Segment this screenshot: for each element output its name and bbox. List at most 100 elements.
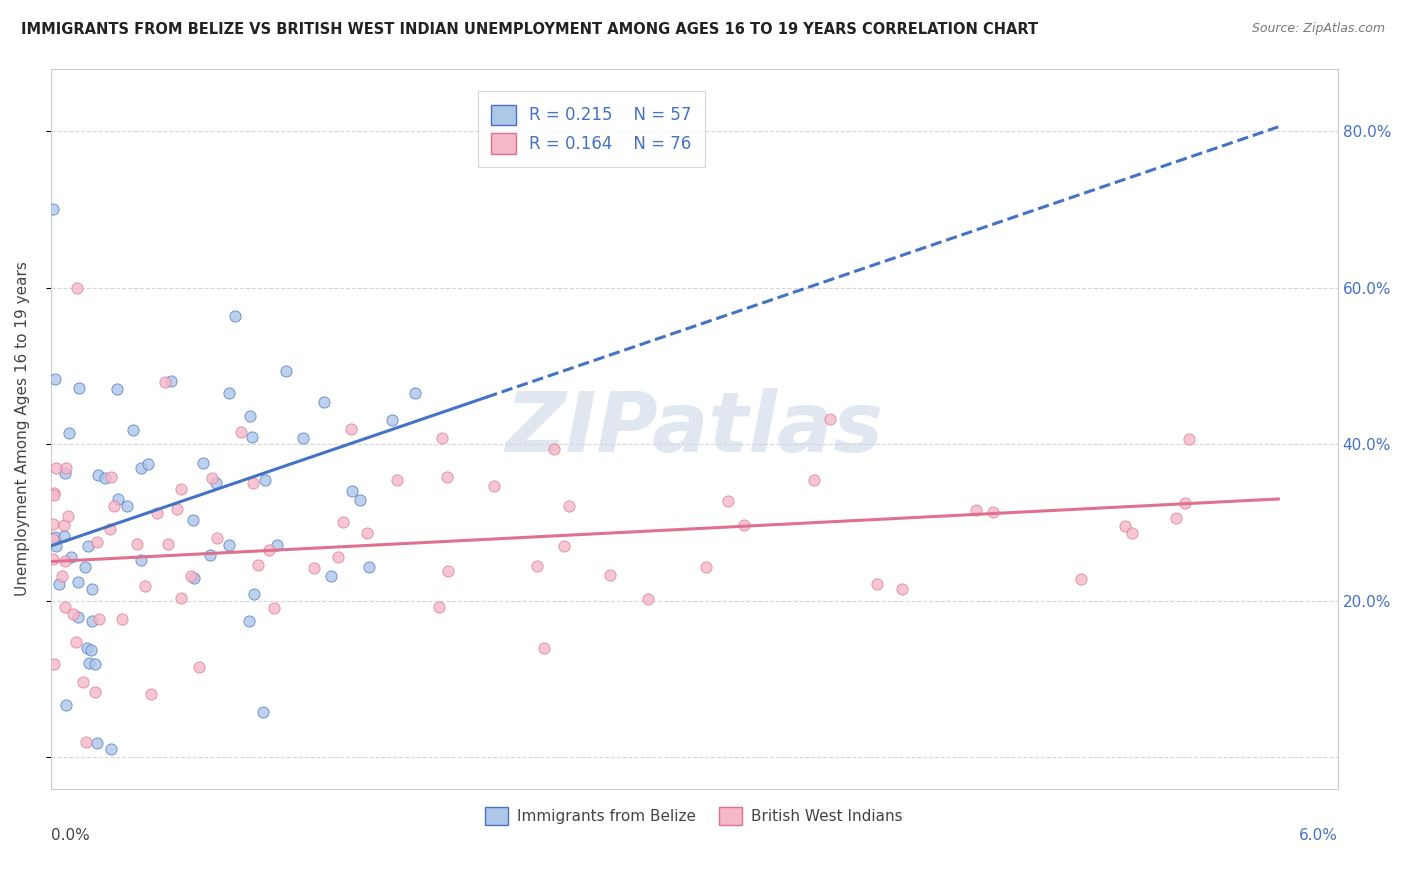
- Point: [52, 518, 75, 533]
- Point: [80, 615, 103, 629]
- Point: [58, 508, 80, 523]
- Point: [105, 382, 128, 396]
- Point: [53, 467, 76, 481]
- Point: [51, 569, 73, 583]
- Point: [983, 505, 1005, 519]
- Point: [83, 657, 105, 671]
- Point: [55, 698, 77, 713]
- Point: [107, 492, 129, 507]
- Point: [342, 484, 364, 499]
- Point: [156, 537, 179, 551]
- Point: [599, 568, 621, 582]
- Point: [224, 309, 246, 323]
- Point: [134, 579, 156, 593]
- Point: [328, 550, 350, 565]
- Point: [66, 280, 89, 294]
- Point: [1174, 496, 1197, 510]
- Text: Source: ZipAtlas.com: Source: ZipAtlas.com: [1251, 22, 1385, 36]
- Point: [103, 500, 125, 514]
- Point: [166, 502, 188, 516]
- Point: [53, 529, 76, 543]
- Point: [1178, 432, 1201, 446]
- Point: [67, 609, 90, 624]
- Point: [122, 423, 145, 437]
- Point: [45, 461, 67, 475]
- Point: [427, 599, 450, 614]
- Point: [55, 460, 77, 475]
- Point: [436, 470, 458, 484]
- Point: [42, 202, 65, 217]
- Point: [42, 517, 65, 532]
- Point: [53, 599, 76, 614]
- Point: [302, 560, 325, 574]
- Point: [181, 513, 204, 527]
- Point: [312, 395, 335, 409]
- Point: [291, 432, 314, 446]
- Point: [695, 560, 717, 574]
- Point: [115, 499, 138, 513]
- Point: [80, 642, 103, 657]
- Point: [229, 425, 252, 440]
- Point: [48, 576, 70, 591]
- Legend: Immigrants from Belize, British West Indians: Immigrants from Belize, British West Ind…: [479, 800, 910, 831]
- Point: [252, 705, 274, 719]
- Point: [205, 475, 228, 490]
- Point: [1070, 572, 1092, 586]
- Point: [276, 364, 298, 378]
- Point: [1164, 511, 1187, 525]
- Point: [238, 615, 260, 629]
- Point: [381, 413, 404, 427]
- Point: [89, 612, 111, 626]
- Point: [246, 558, 269, 573]
- Point: [72, 675, 94, 690]
- Point: [717, 494, 740, 508]
- Point: [205, 532, 228, 546]
- Point: [187, 660, 209, 674]
- Point: [965, 503, 987, 517]
- Point: [266, 538, 288, 552]
- Point: [66, 575, 89, 590]
- Point: [218, 386, 240, 401]
- Point: [160, 374, 183, 388]
- Point: [533, 640, 555, 655]
- Point: [129, 461, 152, 475]
- Point: [94, 470, 117, 484]
- Point: [553, 539, 575, 553]
- Point: [75, 734, 97, 748]
- Point: [257, 542, 280, 557]
- Point: [44, 488, 66, 502]
- Point: [62, 607, 84, 621]
- Point: [76, 641, 98, 656]
- Point: [558, 499, 581, 513]
- Point: [803, 474, 825, 488]
- Point: [239, 409, 262, 423]
- Point: [136, 457, 159, 471]
- Point: [321, 568, 343, 582]
- Point: [98, 523, 121, 537]
- Point: [42, 657, 65, 671]
- Point: [253, 473, 276, 487]
- Point: [242, 475, 264, 490]
- Text: 6.0%: 6.0%: [1299, 828, 1337, 843]
- Point: [430, 430, 453, 444]
- Point: [865, 577, 887, 591]
- Point: [146, 506, 169, 520]
- Point: [153, 375, 176, 389]
- Point: [526, 559, 548, 574]
- Point: [1121, 525, 1143, 540]
- Point: [240, 430, 263, 444]
- Point: [100, 742, 122, 756]
- Point: [385, 473, 408, 487]
- Point: [67, 381, 90, 395]
- Point: [86, 535, 108, 549]
- Point: [58, 425, 80, 440]
- Point: [437, 564, 460, 578]
- Point: [242, 586, 264, 600]
- Point: [42, 485, 65, 500]
- Point: [180, 568, 202, 582]
- Point: [201, 471, 224, 485]
- Point: [818, 412, 841, 426]
- Point: [263, 601, 285, 615]
- Text: IMMIGRANTS FROM BELIZE VS BRITISH WEST INDIAN UNEMPLOYMENT AMONG AGES 16 TO 19 Y: IMMIGRANTS FROM BELIZE VS BRITISH WEST I…: [21, 22, 1038, 37]
- Point: [357, 560, 380, 574]
